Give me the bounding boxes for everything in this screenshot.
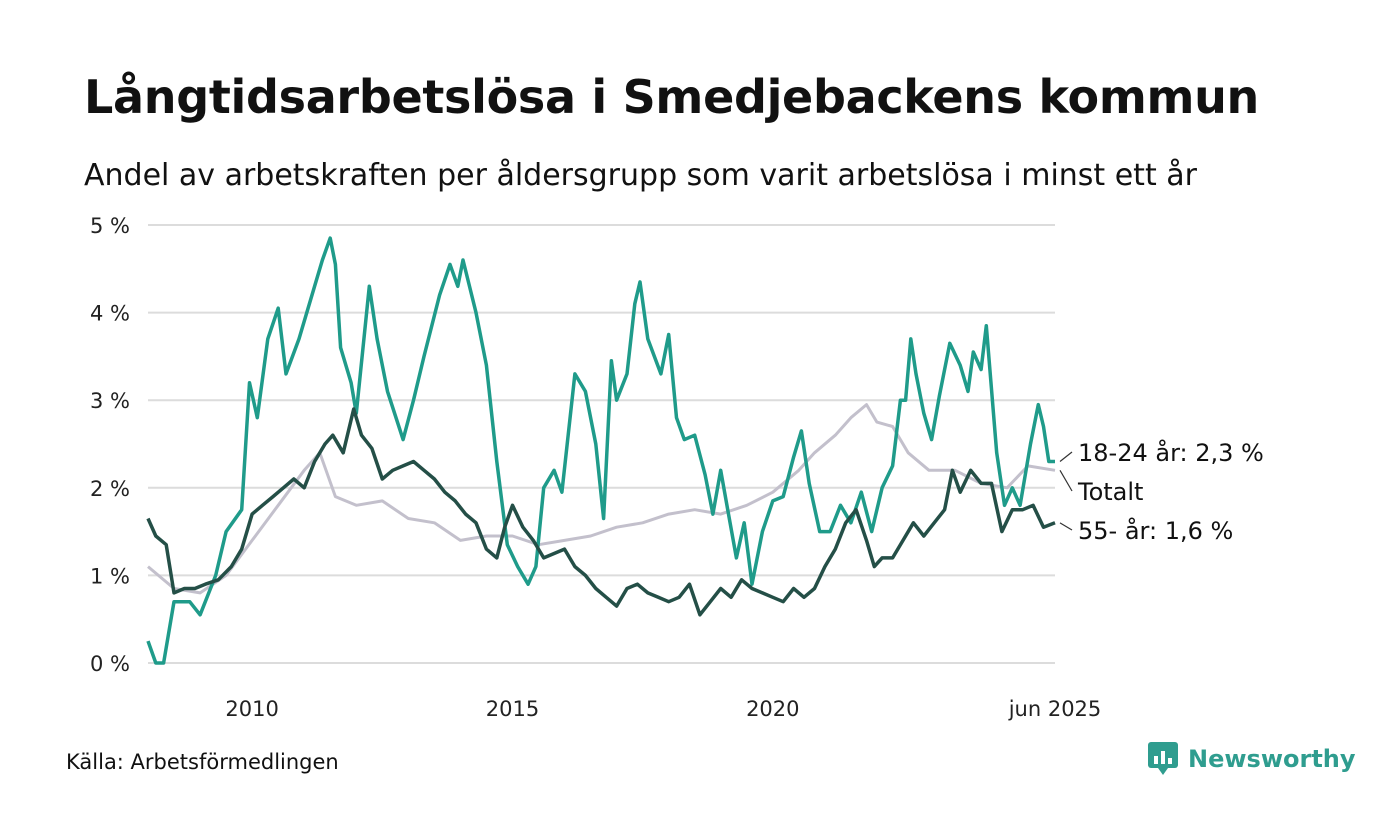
series-label: Totalt	[1077, 478, 1143, 506]
series-label: 18-24 år: 2,3 %	[1078, 438, 1264, 467]
page-subtitle: Andel av arbetskraften per åldersgrupp s…	[84, 158, 1197, 193]
series-line	[146, 236, 1055, 665]
series-lines	[146, 236, 1056, 665]
grid-lines	[148, 224, 1055, 664]
y-tick-label: 0 %	[90, 652, 130, 676]
label-leader-line	[1059, 451, 1073, 462]
y-tick-label: 3 %	[90, 389, 130, 413]
x-tick-label: 2020	[746, 697, 799, 721]
newsworthy-logo-icon	[1148, 742, 1178, 775]
series-end-labels: Totalt 18-24 år: 2,3 % 55- år: 1,6 %	[1059, 438, 1264, 545]
y-tick-label: 4 %	[90, 302, 130, 326]
label-leader-line	[1059, 522, 1073, 531]
source-note: Källa: Arbetsförmedlingen	[66, 750, 339, 774]
y-tick-label: 5 %	[90, 214, 130, 238]
y-axis-ticks: 0 % 1 % 2 % 3 % 4 % 5 %	[90, 214, 130, 676]
series-line	[146, 407, 1056, 617]
y-tick-label: 2 %	[90, 477, 130, 501]
y-tick-label: 1 %	[90, 564, 130, 588]
brand[interactable]: Newsworthy	[1148, 742, 1356, 776]
x-axis-ticks: 2010 2015 2020 jun 2025	[225, 697, 1101, 721]
x-tick-label: jun 2025	[1008, 697, 1102, 721]
series-line	[147, 403, 1056, 595]
x-tick-label: 2015	[486, 697, 539, 721]
brand-name: Newsworthy	[1188, 745, 1356, 773]
page-title: Långtidsarbetslösa i Smedjebackens kommu…	[84, 70, 1260, 124]
x-tick-label: 2010	[225, 697, 278, 721]
label-leader-line	[1059, 469, 1073, 492]
series-label: 55- år: 1,6 %	[1078, 516, 1233, 545]
